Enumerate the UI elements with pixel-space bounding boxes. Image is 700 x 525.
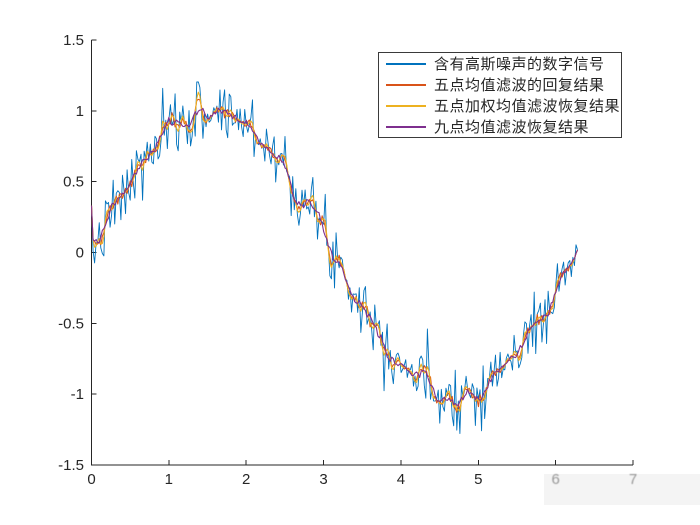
legend-line-sample-blue bbox=[386, 62, 426, 65]
legend-line-sample-orange bbox=[386, 83, 426, 86]
legend-item-weighted-mean5: 五点加权均值滤波恢复结果 bbox=[379, 95, 621, 116]
legend-box: 含有高斯噪声的数字信号 五点均值滤波的回复结果 五点加权均值滤波恢复结果 九点均… bbox=[378, 52, 622, 138]
legend-line-sample-purple bbox=[386, 125, 426, 128]
x-tick-label: 5 bbox=[474, 471, 482, 488]
y-tick-label: -1.5 bbox=[58, 457, 84, 474]
x-tick-label: 7 bbox=[629, 471, 637, 488]
legend-label: 九点均值滤波恢复结果 bbox=[434, 120, 590, 136]
y-tick-label: 0 bbox=[76, 245, 84, 262]
x-tick-label: 3 bbox=[319, 471, 327, 488]
y-tick-label: -0.5 bbox=[58, 315, 84, 332]
x-tick-label: 6 bbox=[551, 471, 559, 488]
y-tick-label: 0.5 bbox=[63, 174, 84, 191]
series-mean9 bbox=[90, 107, 579, 407]
series-weighted-mean5 bbox=[90, 91, 579, 412]
legend-label: 含有高斯噪声的数字信号 bbox=[434, 57, 605, 73]
legend-item-noisy-signal: 含有高斯噪声的数字信号 bbox=[379, 53, 621, 74]
legend-line-sample-yellow bbox=[386, 104, 426, 107]
legend-item-mean5: 五点均值滤波的回复结果 bbox=[379, 74, 621, 95]
x-tick-label: 0 bbox=[87, 471, 95, 488]
y-tick-label: 1 bbox=[76, 103, 84, 120]
x-tick-label: 2 bbox=[242, 471, 250, 488]
faded-artifact-rect bbox=[544, 474, 700, 505]
y-tick-label: -1 bbox=[71, 386, 84, 403]
legend-item-mean9: 九点均值滤波恢复结果 bbox=[379, 116, 621, 137]
legend-label: 五点均值滤波的回复结果 bbox=[434, 78, 605, 94]
y-tick-label: 1.5 bbox=[63, 32, 84, 49]
series-noisy-signal bbox=[91, 81, 578, 434]
x-tick-label: 4 bbox=[397, 471, 405, 488]
legend-label: 五点加权均值滤波恢复结果 bbox=[434, 99, 621, 115]
x-tick-label: 1 bbox=[165, 471, 173, 488]
